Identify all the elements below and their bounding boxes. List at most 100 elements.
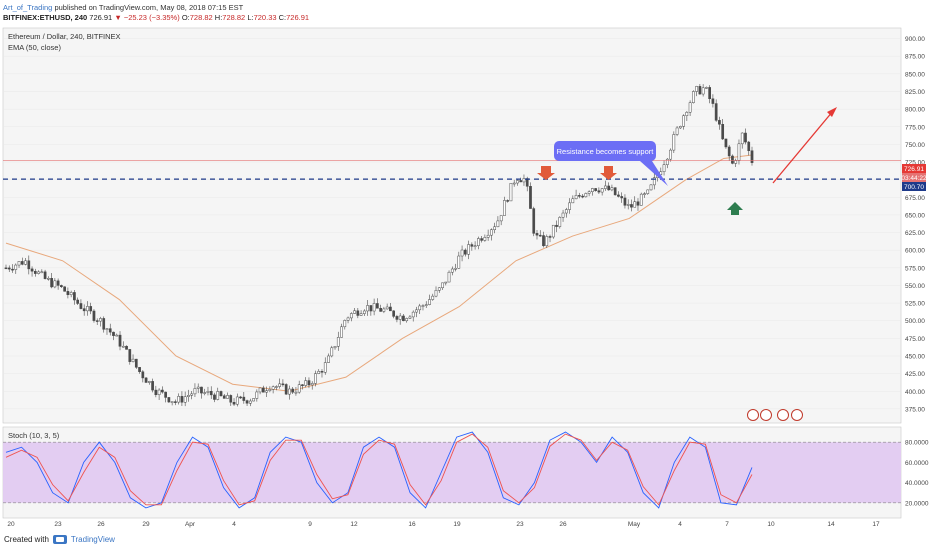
symbol-name[interactable]: BITFINEX:ETHUSD, 240: [3, 13, 88, 22]
price-tick-label: 775.00: [905, 124, 925, 131]
candle-body: [665, 158, 669, 165]
candle-body: [102, 318, 106, 330]
candle-body: [89, 306, 93, 312]
last-close: 726.91: [89, 13, 113, 22]
candle-body: [503, 200, 506, 216]
countdown-tag: [902, 173, 926, 182]
resistance-callout[interactable]: Resistance becomes support: [554, 141, 668, 186]
candle-body: [118, 334, 122, 347]
candle-body: [470, 244, 474, 247]
chart-canvas[interactable]: 900.00 875.00 850.00 825.00 800.00 775.00 750.…: [0, 0, 932, 532]
candle-body: [99, 318, 102, 322]
candle-body: [731, 155, 734, 164]
candle-body: [750, 150, 754, 163]
candle-body: [480, 238, 483, 241]
price-pane[interactable]: [2, 27, 902, 424]
candle-body: [591, 188, 594, 192]
candle-body: [40, 271, 44, 274]
candle-body: [372, 303, 376, 312]
candle-body: [125, 345, 128, 350]
price-tick-label: 575.00: [905, 265, 925, 272]
low-label: L:: [247, 13, 254, 22]
price-tick-label: 850.00: [905, 71, 925, 78]
close-value: 726.91: [286, 13, 310, 22]
candle-body: [613, 187, 617, 196]
candle-body: [639, 193, 643, 206]
price-tick-label: 900.00: [905, 36, 925, 43]
candle-body: [242, 396, 246, 401]
candle-body: [167, 397, 171, 403]
candle-body: [301, 384, 304, 386]
time-tick-label: 17: [872, 521, 880, 528]
candle-body: [320, 371, 324, 373]
candle-body: [708, 87, 712, 100]
stoch-lines: [5, 431, 753, 509]
candle-body: [643, 193, 646, 195]
candle-body: [483, 237, 487, 241]
candle-body: [561, 212, 565, 218]
countdown-label: 03:44:22: [901, 175, 927, 182]
author-link[interactable]: Art_of_Trading: [3, 3, 53, 12]
tradingview-brand[interactable]: TradingView: [70, 535, 115, 544]
price-tick-label: 400.00: [905, 389, 925, 396]
candle-body: [587, 191, 591, 194]
us-flag-icon[interactable]: [760, 409, 772, 421]
candle-body: [558, 217, 562, 227]
stoch-k-line: [5, 431, 753, 509]
candle-body: [154, 389, 158, 395]
candle-body: [454, 268, 457, 270]
time-tick-label: May: [628, 521, 641, 528]
candle-body: [258, 387, 262, 393]
candle-body: [288, 388, 291, 395]
candle-body: [206, 390, 210, 393]
candle-body: [678, 126, 682, 129]
candle-body: [20, 261, 24, 265]
candle-body: [669, 149, 672, 160]
candle-body: [444, 281, 448, 284]
candle-body: [424, 304, 428, 306]
candle-body: [346, 317, 350, 321]
candle-body: [408, 316, 412, 319]
candle-body: [447, 271, 451, 283]
candle-body: [24, 260, 27, 265]
stoch-legend: Stoch (10, 3, 5): [8, 431, 60, 440]
price-tick-label: 675.00: [905, 195, 925, 202]
us-flag-icon[interactable]: [777, 409, 789, 421]
candle-body: [382, 308, 386, 312]
price-tick-label: 800.00: [905, 107, 925, 114]
candle-body: [538, 234, 542, 237]
candle-body: [620, 196, 624, 199]
candle-body: [128, 349, 132, 362]
time-tick-label: 9: [308, 521, 312, 528]
us-flag-icon[interactable]: [791, 409, 803, 421]
candle-body: [402, 315, 405, 322]
callout-pointer: [640, 161, 668, 186]
candle-body: [11, 268, 14, 271]
time-tick-label: 23: [516, 521, 524, 528]
candle-body: [265, 390, 268, 393]
candle-body: [545, 236, 549, 247]
candle-body: [151, 381, 154, 391]
candle-body: [577, 195, 581, 197]
time-tick-label: 19: [453, 521, 461, 528]
candle-body: [551, 224, 555, 238]
candle-body: [519, 180, 523, 183]
created-with-text: Created with: [4, 535, 49, 544]
candle-body: [496, 220, 500, 228]
candle-body: [46, 278, 50, 280]
candle-body: [398, 315, 402, 320]
us-flag-icon[interactable]: [747, 409, 759, 421]
event-flags[interactable]: [747, 409, 803, 421]
candle-body: [490, 229, 493, 236]
candle-body: [196, 386, 200, 389]
stoch-tick-label: 80.0000: [905, 440, 929, 447]
candle-body: [584, 193, 588, 198]
candle-body: [633, 201, 637, 208]
candle-body: [652, 177, 656, 186]
price-tick-label: 825.00: [905, 89, 925, 96]
trend-arrow[interactable]: [772, 107, 837, 184]
candle-body: [529, 186, 532, 209]
candle-body: [27, 260, 31, 270]
candle-body: [56, 280, 60, 286]
candle-body: [190, 393, 194, 396]
